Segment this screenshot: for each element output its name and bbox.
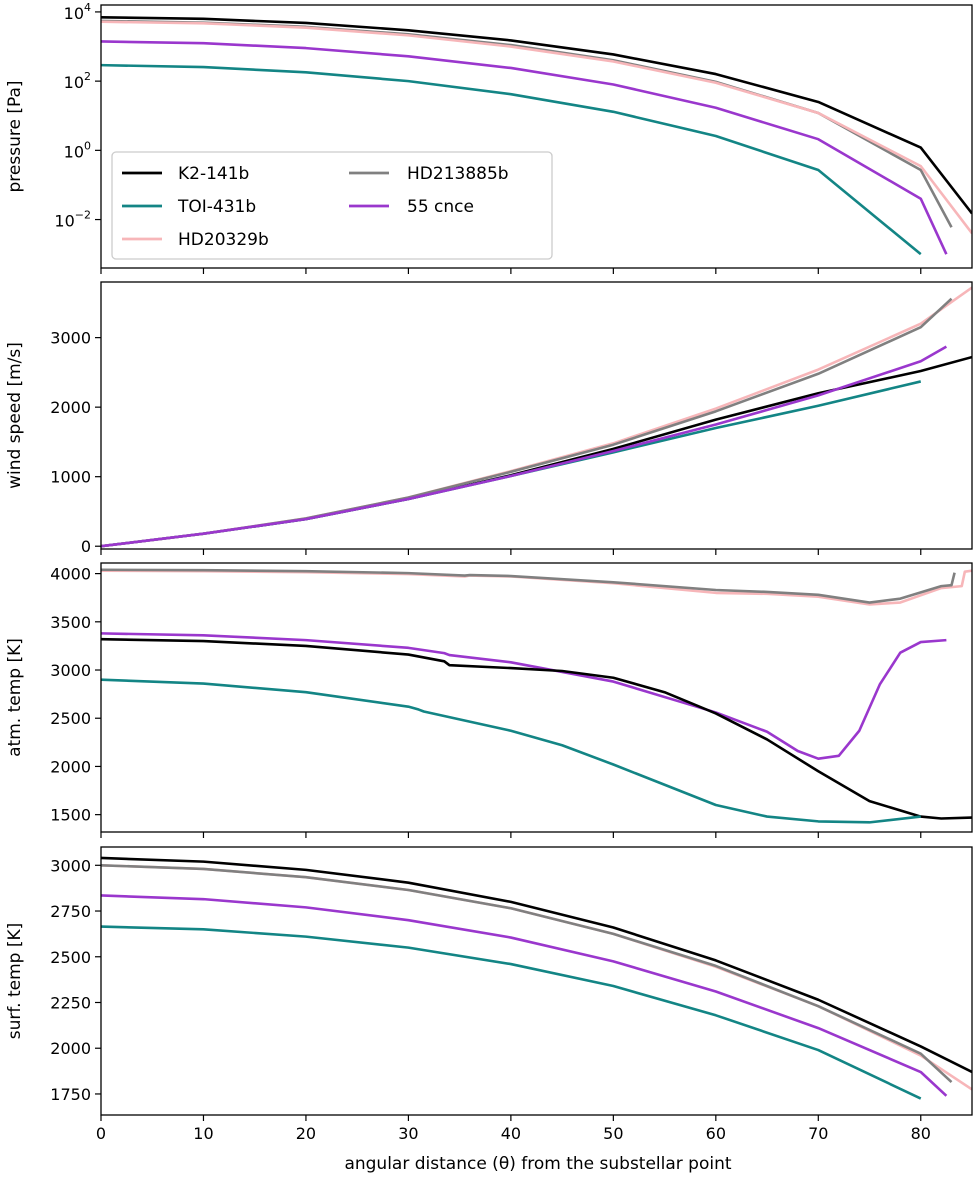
panel-1: 102 100 10−2 104 pressure [Pa] [5, 1, 973, 274]
y-tick-label: 3000 [50, 856, 91, 875]
legend-item: HD20329b [122, 230, 269, 250]
y-tick-label: 1750 [50, 1085, 91, 1104]
series-line-toi-431b [101, 925, 922, 1100]
y-axis-label: wind speed [m/s] [5, 342, 25, 489]
legend-label: K2-141b [178, 164, 249, 184]
series-line-toi-431b [101, 678, 921, 824]
legend-item: HD213885b [349, 164, 509, 184]
y-tick-label: 0 [81, 537, 91, 556]
axes-frame [100, 4, 973, 269]
series-line-k2-141b [101, 15, 972, 215]
series-line-hd20329b [101, 286, 972, 548]
series-line-55-cnce [101, 632, 947, 761]
y-tick-label: 3500 [50, 613, 91, 632]
series-line-toi-431b [101, 380, 922, 548]
axes-frame [100, 562, 973, 833]
panel-4: 0 10 20 30 40 50 60 70 80 1750 2000 2250 2500 2750 300… [5, 846, 973, 1143]
series-group [101, 15, 972, 256]
x-tick-label: 0 [96, 1124, 106, 1143]
x-tick-label: 30 [398, 1124, 418, 1143]
y-tick-label: 2750 [50, 902, 91, 921]
y-tick-label: 2000 [50, 1039, 91, 1058]
y-tick-label: 2250 [50, 993, 91, 1012]
series-line-hd213885b [101, 297, 953, 548]
legend-label: 55 cnce [407, 197, 474, 217]
series-line-hd213885b [101, 568, 956, 604]
legend-label: TOI-431b [177, 197, 256, 217]
y-axis-label: atm. temp [K] [5, 638, 25, 757]
series-group [101, 856, 972, 1100]
y-tick-label: 2000 [50, 398, 91, 417]
y-tick-label: 2500 [50, 948, 91, 967]
y-tick-label: 2500 [50, 709, 91, 728]
x-tick-label: 80 [911, 1124, 931, 1143]
series-line-k2-141b [101, 637, 972, 820]
legend-frame [111, 151, 553, 260]
series-line-toi-431b [101, 63, 922, 256]
legend-label: HD213885b [407, 164, 509, 184]
y-tick-label: 3000 [50, 661, 91, 680]
panel-2: 0 1000 2000 3000 wind speed [m/s] [5, 281, 973, 556]
y-tick-label: 100 [64, 139, 91, 161]
series-line-55-cnce [101, 40, 948, 255]
legend-label: HD20329b [178, 230, 269, 250]
y-axis-label: surf. temp [K] [5, 923, 25, 1039]
y-tick-label: 4000 [50, 565, 91, 584]
y-axis-label: pressure [Pa] [5, 80, 25, 192]
x-tick-label: 70 [808, 1124, 828, 1143]
y-tick-label: 3000 [50, 329, 91, 348]
panel-3: 1500 2000 2500 3000 3500 4000 atm. temp [K] [5, 562, 973, 838]
x-tick-label: 10 [193, 1124, 213, 1143]
x-tick-label: 40 [501, 1124, 521, 1143]
axes-frame [100, 281, 973, 550]
y-tick-label: 10−2 [54, 209, 91, 231]
x-tick-label: 20 [296, 1124, 316, 1143]
y-tick-label: 1500 [50, 806, 91, 825]
y-tick-label: 1000 [50, 468, 91, 487]
series-group [101, 568, 972, 824]
series-line-55-cnce [101, 345, 948, 548]
series-group [101, 286, 972, 548]
y-tick-label: 2000 [50, 757, 91, 776]
y-tick-label: 104 [64, 1, 91, 23]
series-line-hd20329b [101, 20, 972, 235]
series-line-k2-141b [101, 355, 972, 548]
axes-frame [100, 846, 973, 1116]
y-tick-label: 102 [64, 70, 91, 92]
legend-item: K2-141b [122, 164, 249, 184]
series-line-55-cnce [101, 894, 948, 1097]
legend-item: TOI-431b [122, 197, 256, 217]
series-line-hd20329b [101, 863, 972, 1091]
series-line-hd213885b [101, 863, 953, 1084]
x-axis-label: angular distance (θ) from the substellar… [344, 1154, 731, 1174]
x-tick-label: 50 [603, 1124, 623, 1143]
legend-item: 55 cnce [349, 197, 474, 217]
legend: K2-141b TOI-431b HD20329b HD213885b 55 cnce [111, 151, 553, 260]
x-tick-label: 60 [706, 1124, 726, 1143]
series-line-k2-141b [101, 856, 972, 1074]
